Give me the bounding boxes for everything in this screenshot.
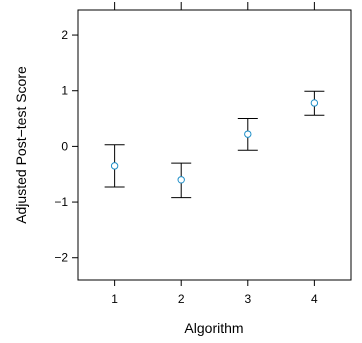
data-point (244, 130, 252, 138)
y-axis: −2 −1 0 1 2 (54, 28, 78, 265)
x-axis: 1 2 3 4 (111, 2, 318, 306)
x-tick-label: 2 (178, 292, 185, 306)
x-axis-label: Algorithm (184, 320, 243, 336)
plot-frame (77, 9, 352, 281)
x-tick-label: 3 (244, 292, 251, 306)
data-point (310, 99, 319, 107)
y-tick-label: 1 (61, 84, 68, 98)
x-tick-label: 4 (311, 292, 318, 306)
y-tick-label: −2 (54, 251, 68, 265)
y-tick-label: 2 (61, 28, 68, 42)
x-tick-label: 1 (111, 292, 118, 306)
data-marks (104, 90, 325, 199)
data-point (177, 176, 185, 184)
y-axis-label: Adjusted Post−test Score (13, 66, 29, 224)
y-tick-label: −1 (54, 195, 68, 209)
y-tick-label: 0 (61, 139, 68, 153)
data-point (110, 162, 119, 170)
